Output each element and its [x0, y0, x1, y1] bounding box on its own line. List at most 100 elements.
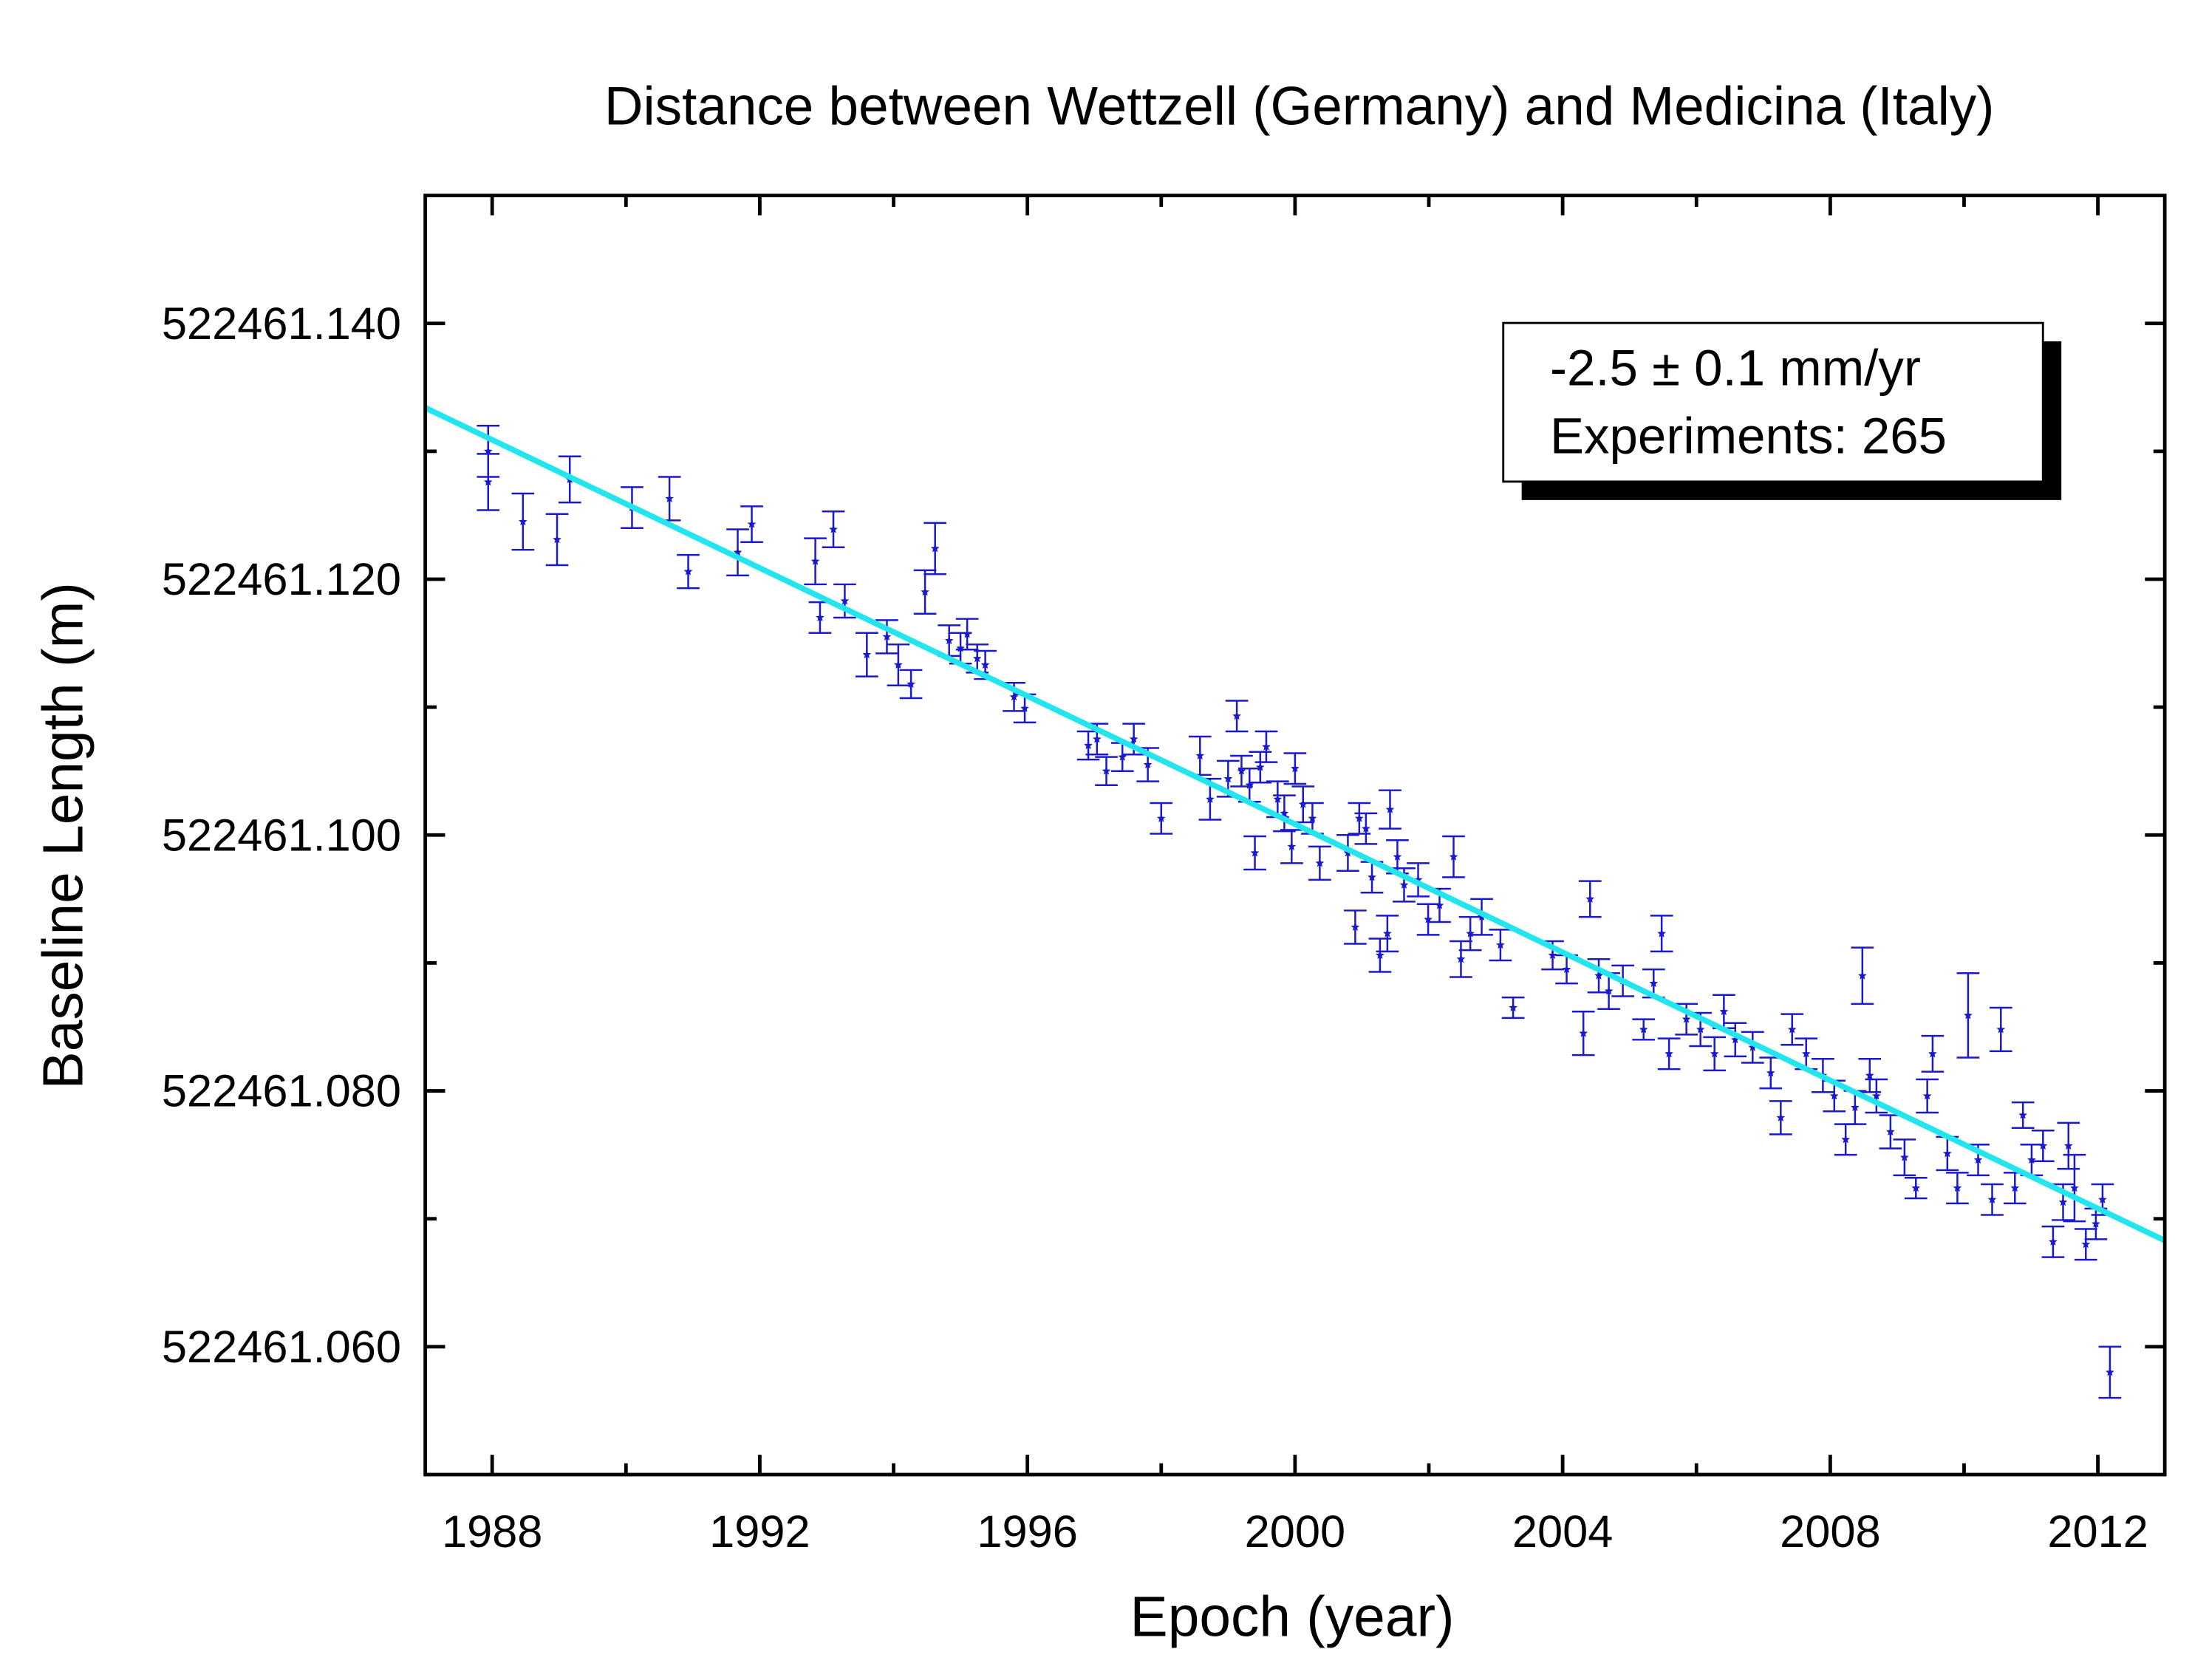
point: [1872, 1091, 1881, 1100]
point: [1594, 971, 1603, 980]
y-tick-label: 522461.140: [162, 298, 401, 349]
point: [1748, 1042, 1758, 1051]
point: [894, 660, 903, 669]
point: [1911, 1184, 1921, 1192]
point: [1943, 1149, 1952, 1158]
x-tick-label: 1992: [709, 1506, 810, 1557]
point: [1393, 852, 1402, 861]
x-axis-label: Epoch (year): [1130, 1586, 1455, 1649]
point: [1801, 1049, 1811, 1058]
point: [944, 635, 954, 645]
point: [1273, 794, 1283, 803]
point: [1657, 929, 1666, 938]
point: [518, 516, 527, 526]
point: [1928, 1049, 1937, 1058]
point: [483, 446, 493, 455]
point: [2049, 1237, 2058, 1246]
x-tick-label: 2004: [1512, 1506, 1613, 1557]
point: [1496, 940, 1505, 949]
y-tick-label: 522461.100: [162, 810, 401, 861]
point: [2058, 1198, 2068, 1206]
point: [2018, 1110, 2027, 1119]
point: [921, 587, 929, 596]
point: [1730, 1035, 1740, 1044]
point: [1129, 734, 1138, 743]
fit-line: [423, 405, 2166, 1243]
point: [1399, 880, 1409, 889]
x-tick-label: 1996: [977, 1506, 1077, 1557]
point: [1383, 929, 1392, 938]
plot-area: [423, 405, 2166, 1399]
point: [1362, 824, 1370, 833]
point: [683, 567, 693, 576]
y-tick-label: 522461.120: [162, 554, 401, 605]
point: [1315, 858, 1325, 867]
point: [882, 632, 892, 641]
point: [1102, 766, 1111, 775]
annotation-frame: [1502, 321, 2044, 483]
point: [1886, 1127, 1895, 1136]
point: [1376, 950, 1384, 960]
y-axis-label: Baseline Length (m): [33, 582, 95, 1089]
point: [2106, 1367, 2114, 1376]
point: [1250, 848, 1260, 857]
point: [1987, 1195, 1997, 1203]
point: [553, 535, 561, 544]
point: [1223, 774, 1233, 783]
point: [1579, 1028, 1588, 1037]
point: [963, 629, 972, 638]
point: [1385, 805, 1395, 813]
point: [1841, 1135, 1851, 1144]
point: [972, 654, 982, 663]
x-tick-label: 2012: [2047, 1506, 2148, 1557]
point: [2092, 1219, 2100, 1228]
point: [1020, 703, 1029, 712]
point: [1973, 1155, 1983, 1164]
point: [2063, 1141, 2073, 1150]
point: [1255, 762, 1265, 771]
point: [829, 525, 838, 533]
point: [1449, 852, 1458, 861]
point: [1237, 766, 1246, 775]
point: [1829, 1091, 1839, 1100]
point: [1548, 950, 1557, 960]
point: [1953, 1184, 1962, 1192]
point: [1562, 964, 1571, 974]
point: [2098, 1195, 2107, 1203]
point: [1681, 1014, 1691, 1023]
point: [1009, 692, 1019, 701]
point: [1696, 1025, 1705, 1034]
annotation-text: Experiments: 265: [1550, 408, 1947, 465]
point: [1900, 1153, 1909, 1161]
x-tick-label: 2008: [1780, 1506, 1880, 1557]
point: [1456, 955, 1466, 963]
point: [1719, 1007, 1729, 1016]
point: [1710, 1049, 1719, 1058]
point: [1435, 901, 1444, 909]
point: [1964, 1011, 1973, 1020]
point: [1354, 813, 1364, 822]
point: [2010, 1184, 2020, 1192]
annotation-box: -2.5 ± 0.1 mm/yr Experiments: 265: [1502, 321, 2062, 500]
point: [1851, 1102, 1860, 1112]
chart-title: Distance between Wettzell (Germany) and …: [604, 77, 1995, 137]
point: [2070, 1184, 2079, 1192]
point: [1084, 740, 1093, 750]
point: [980, 660, 990, 669]
point: [1996, 1025, 2006, 1034]
point: [840, 596, 850, 605]
point: [1262, 742, 1271, 751]
point: [1195, 751, 1205, 759]
point: [1857, 971, 1867, 980]
point: [1368, 873, 1376, 881]
y-tick-label: 522461.060: [162, 1322, 401, 1373]
point: [810, 556, 820, 565]
point: [1604, 986, 1614, 995]
point: [2081, 1240, 2091, 1249]
point: [1232, 711, 1241, 720]
point: [1787, 1025, 1797, 1034]
point: [1291, 764, 1300, 773]
x-tick-label: 1988: [442, 1506, 542, 1557]
